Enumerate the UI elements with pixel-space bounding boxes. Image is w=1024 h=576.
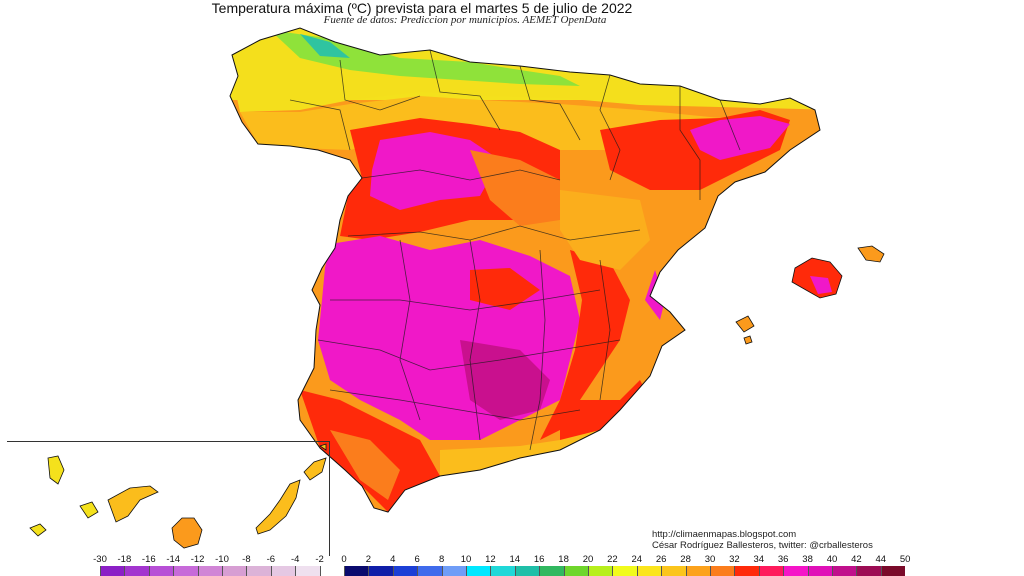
canary-islands-inset-frame [7, 441, 330, 556]
legend-swatch [124, 566, 149, 576]
legend-swatch [783, 566, 808, 576]
legend-swatch [490, 566, 515, 576]
legend-swatch [466, 566, 491, 576]
legend-swatch [685, 566, 710, 576]
legend-swatch [514, 566, 540, 576]
legend-label: -12 [190, 554, 205, 565]
legend-swatch [563, 566, 588, 576]
legend-swatch [880, 566, 906, 576]
legend-swatch [710, 566, 735, 576]
legend-swatch [295, 566, 320, 576]
legend-label: -16 [141, 554, 156, 565]
legend-label: -18 [117, 554, 132, 565]
legend-label: 16 [533, 554, 545, 565]
legend-label: 10 [460, 554, 472, 565]
legend-swatch [173, 566, 198, 576]
legend-label: 22 [607, 554, 618, 565]
legend-label: 6 [414, 554, 420, 565]
legend-label: 4 [390, 554, 396, 565]
credit-url: http://climaenmapas.blogspot.com [652, 529, 797, 540]
legend-swatch [100, 566, 125, 576]
legend-labels: -30 -18 -16 -14 -12 -10 -8 -6 -4 -2 0 2 4 6 8 10 12 14 16 1… [0, 554, 1024, 566]
legend-swatch [588, 566, 613, 576]
legend-label: -8 [242, 554, 251, 565]
legend-swatch [539, 566, 564, 576]
legend-swatch [270, 566, 296, 576]
color-legend [0, 566, 1024, 576]
legend-swatch [197, 566, 222, 576]
legend-label: 8 [438, 554, 445, 565]
legend-label: 12 [485, 554, 496, 565]
map-title: Temperatura máxima (ºC) prevista para el… [211, 0, 633, 16]
legend-swatch [319, 566, 344, 576]
legend-swatch [832, 566, 857, 576]
legend-swatch [734, 566, 759, 576]
map-subtitle: Fuente de datos: Prediccion por municipi… [323, 14, 607, 26]
legend-label: -10 [215, 554, 229, 565]
legend-swatch [661, 566, 686, 576]
legend-swatch [344, 566, 369, 576]
legend-label: 40 [826, 554, 838, 565]
legend-swatch [856, 566, 881, 576]
legend-label: -14 [166, 554, 181, 565]
legend-label: 38 [802, 554, 813, 565]
legend-label: 24 [631, 554, 643, 565]
canary-islands [29, 443, 327, 549]
legend-label: 14 [509, 554, 521, 565]
legend-label: 32 [729, 554, 740, 565]
legend-label: 36 [777, 554, 789, 565]
legend-swatch [222, 566, 247, 576]
legend-swatch [636, 566, 662, 576]
legend-label: 50 [899, 554, 911, 565]
legend-label: -30 [93, 554, 107, 565]
legend-swatch [148, 566, 174, 576]
legend-label: 34 [753, 554, 765, 565]
legend-label: 44 [875, 554, 887, 565]
legend-swatch [612, 566, 637, 576]
credit-author: César Rodríguez Ballesteros, twitter: @c… [652, 540, 873, 551]
temperature-map [29, 27, 885, 549]
legend-label: 20 [582, 554, 594, 565]
legend-label: 0 [341, 554, 347, 565]
legend-label: -6 [266, 554, 276, 565]
legend-label: -4 [290, 554, 300, 565]
legend-swatch [392, 566, 418, 576]
legend-label: 26 [655, 554, 667, 565]
legend-label: 18 [558, 554, 569, 565]
legend-swatch [417, 566, 442, 576]
legend-swatch [441, 566, 466, 576]
legend-swatch [807, 566, 832, 576]
legend-label: 28 [680, 554, 691, 565]
legend-label: 30 [704, 554, 716, 565]
legend-label: 2 [365, 554, 372, 565]
legend-swatch [368, 566, 393, 576]
legend-swatch [246, 566, 271, 576]
peninsula [229, 27, 821, 513]
legend-swatch [758, 566, 784, 576]
legend-label: 42 [851, 554, 862, 565]
legend-label: -2 [315, 554, 324, 565]
balearic-islands [735, 245, 885, 345]
